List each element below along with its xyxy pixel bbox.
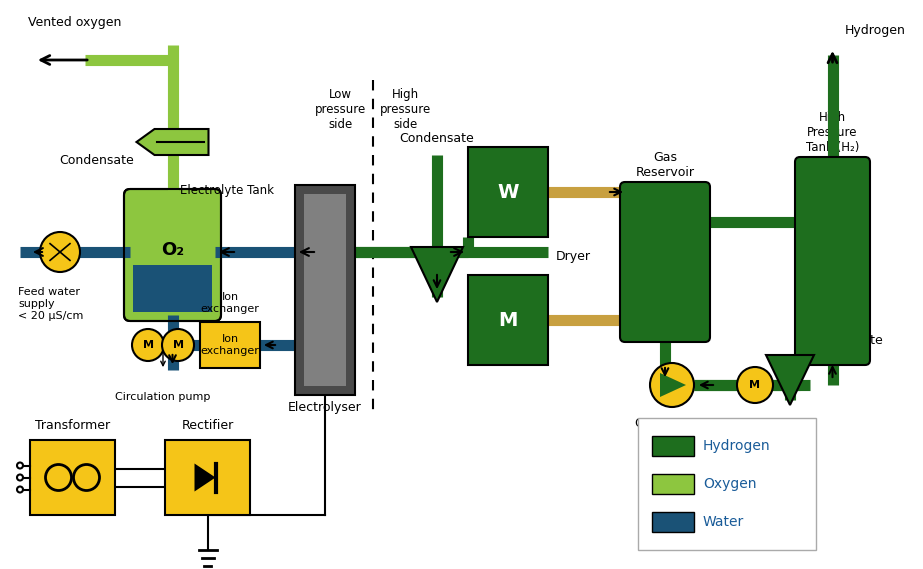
Text: Electrolyser: Electrolyser [288,401,362,414]
Text: Hydrogen: Hydrogen [845,23,905,36]
Text: Ion
exchanger: Ion exchanger [200,292,259,314]
Text: Feed water
supply
< 20 μS/cm: Feed water supply < 20 μS/cm [18,287,83,320]
Text: M: M [142,340,153,350]
FancyBboxPatch shape [30,440,115,515]
Polygon shape [137,129,209,155]
Polygon shape [195,464,215,492]
FancyBboxPatch shape [124,189,221,321]
Text: Water: Water [703,515,744,529]
FancyBboxPatch shape [468,147,548,237]
Text: M: M [749,380,761,390]
Text: M: M [173,340,184,350]
Text: Oxygen: Oxygen [703,477,757,491]
Text: Circulation pump: Circulation pump [115,392,210,402]
Polygon shape [660,373,686,397]
Text: Vented oxygen: Vented oxygen [29,15,122,28]
Polygon shape [411,247,463,302]
FancyBboxPatch shape [133,265,212,312]
Text: O₂: O₂ [161,241,184,259]
Text: Condensate: Condensate [59,154,134,167]
FancyBboxPatch shape [652,436,694,456]
Text: Transformer: Transformer [35,419,110,432]
Text: Hydrogen: Hydrogen [703,439,771,453]
Text: Electrolyte Tank: Electrolyte Tank [181,184,274,197]
Text: Compressor: Compressor [635,417,710,430]
Text: M: M [498,311,518,329]
Text: Gas
Reservoir: Gas Reservoir [636,151,694,179]
FancyBboxPatch shape [165,440,250,515]
Circle shape [650,363,694,407]
FancyBboxPatch shape [468,275,548,365]
FancyBboxPatch shape [652,512,694,532]
FancyBboxPatch shape [295,185,355,395]
Text: Low
pressure
side: Low pressure side [315,88,366,131]
Text: Dryer: Dryer [556,249,591,262]
Text: Condensate: Condensate [400,132,474,145]
Circle shape [737,367,773,403]
Polygon shape [766,355,814,405]
FancyBboxPatch shape [200,322,260,368]
FancyBboxPatch shape [652,474,694,494]
Circle shape [40,232,80,272]
FancyBboxPatch shape [638,418,816,550]
Text: W: W [497,183,519,201]
Text: High
Pressure
Tank (H₂): High Pressure Tank (H₂) [806,111,859,154]
Text: Rectifier: Rectifier [182,419,234,432]
FancyBboxPatch shape [795,157,870,365]
FancyBboxPatch shape [304,194,346,386]
Circle shape [132,329,164,361]
FancyBboxPatch shape [620,182,710,342]
Text: Ion
exchanger: Ion exchanger [200,334,259,356]
Text: Condensate: Condensate [808,333,882,347]
Circle shape [162,329,194,361]
Text: High
pressure
side: High pressure side [380,88,431,131]
